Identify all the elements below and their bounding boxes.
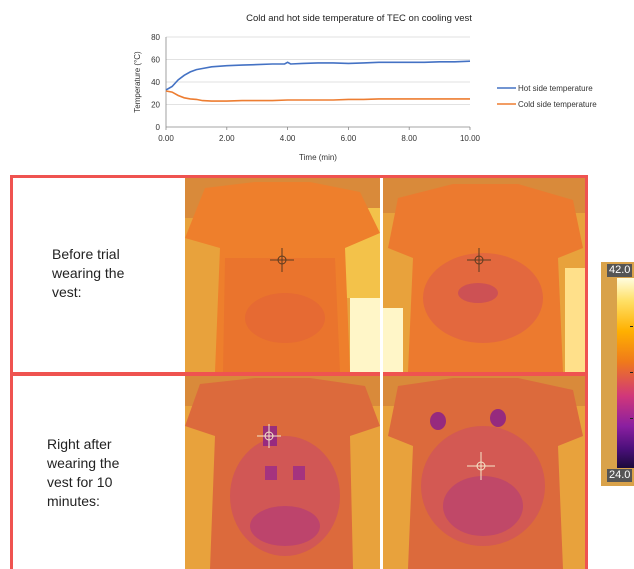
scale-gradient <box>617 278 634 468</box>
row-label-line: wearing the <box>47 455 120 471</box>
x-tick-label: 4.00 <box>280 134 296 143</box>
x-axis-label: Time (min) <box>299 153 337 162</box>
chart-legend: Hot side temperature Cold side temperatur… <box>497 84 597 109</box>
scale-max-label: 42.0 <box>607 264 633 277</box>
chart-series <box>165 60 471 102</box>
x-tick-label: 8.00 <box>401 134 417 143</box>
x-tick-label: 2.00 <box>219 134 235 143</box>
scale-tick <box>630 372 633 373</box>
y-tick-label: 80 <box>151 33 160 42</box>
x-tick-label: 6.00 <box>341 134 357 143</box>
thermal-image-after-front <box>383 376 585 569</box>
crosshair-icon <box>467 452 495 480</box>
chart-axes: 0 20 40 60 80 0.00 2.00 4.00 6.00 8.00 10.00 <box>151 33 480 143</box>
thermal-image-before-front <box>383 178 585 372</box>
row-label-before: Before trial wearing the vest: <box>52 245 172 302</box>
y-axis-label: Temperature (°C) <box>133 51 142 113</box>
scale-min-label: 24.0 <box>607 469 633 482</box>
thermal-image-before-back <box>185 178 380 372</box>
image-divider <box>380 178 383 569</box>
row-label-line: minutes: <box>47 493 100 509</box>
scale-tick <box>630 326 633 327</box>
row-label-line: vest for 10 <box>47 474 113 490</box>
temperature-scale-bar: 42.0 24.0 <box>601 262 634 486</box>
row-label-after: Right after wearing the vest for 10 minu… <box>47 435 167 511</box>
y-tick-label: 20 <box>151 101 160 110</box>
y-tick-label: 0 <box>156 123 161 132</box>
crosshair-icon <box>257 424 281 448</box>
row-divider <box>10 372 588 376</box>
row-label-line: Right after <box>47 436 112 452</box>
y-tick-label: 40 <box>151 78 160 87</box>
x-tick-label: 0.00 <box>158 134 174 143</box>
crosshair-icon <box>467 248 491 272</box>
row-label-line: vest: <box>52 284 82 300</box>
chart-grid <box>166 36 470 105</box>
x-tick-label: 10.00 <box>460 134 481 143</box>
scale-tick <box>630 418 633 419</box>
series-line-cold-side-temperature <box>165 90 470 102</box>
series-line-hot-side-temperature <box>165 60 471 91</box>
temperature-line-chart: Cold and hot side temperature of TEC on … <box>133 13 597 162</box>
thermal-image-after-back <box>185 376 380 569</box>
row-label-line: Before trial <box>52 246 120 262</box>
row-label-line: wearing the <box>52 265 125 281</box>
legend-label-cold-side-temperature: Cold side temperature <box>518 100 597 109</box>
legend-label-hot-side-temperature: Hot side temperature <box>518 84 593 93</box>
y-tick-label: 60 <box>151 56 160 65</box>
crosshair-icon <box>270 248 294 272</box>
chart-title: Cold and hot side temperature of TEC on … <box>246 13 472 24</box>
